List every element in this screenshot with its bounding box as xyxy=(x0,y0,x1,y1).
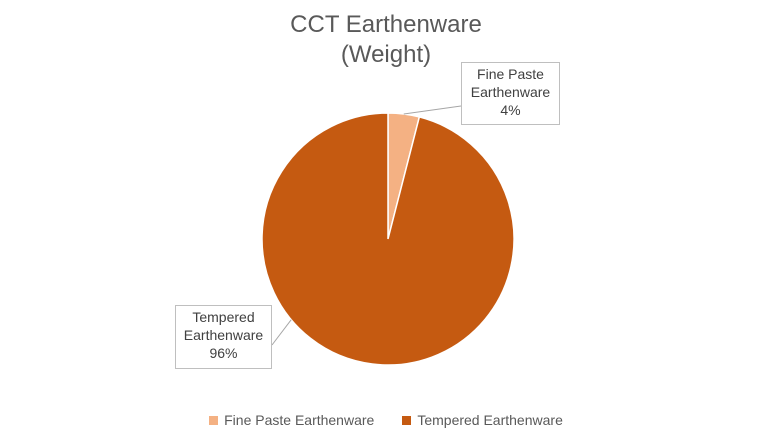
data-label-tempered-name-1: Tempered xyxy=(192,309,255,325)
leader-line-tempered xyxy=(271,319,292,346)
data-label-fine-paste: Fine Paste Earthenware 4% xyxy=(461,62,560,125)
legend-item-tempered: Tempered Earthenware xyxy=(402,412,563,428)
chart-title-line-1: CCT Earthenware xyxy=(290,11,482,38)
legend: Fine Paste Earthenware Tempered Earthenw… xyxy=(0,412,772,428)
data-label-fine-paste-value: 4% xyxy=(500,102,521,118)
data-label-tempered-name-2: Earthenware xyxy=(183,327,264,343)
chart-title-line-2: (Weight) xyxy=(340,41,432,68)
legend-label-fine-paste: Fine Paste Earthenware xyxy=(224,412,375,428)
legend-item-fine-paste: Fine Paste Earthenware xyxy=(209,412,374,428)
data-label-tempered-value: 96% xyxy=(209,345,238,361)
legend-swatch-fine-paste xyxy=(209,415,219,425)
data-label-fine-paste-name-1: Fine Paste xyxy=(477,66,544,82)
legend-swatch-tempered xyxy=(402,415,412,425)
data-label-tempered: Tempered Earthenware 96% xyxy=(175,305,272,369)
pie-slice-tempered-earthenware xyxy=(261,112,515,366)
leader-line-fine-paste xyxy=(403,105,462,115)
legend-label-tempered: Tempered Earthenware xyxy=(417,412,563,428)
data-label-fine-paste-name-2: Earthenware xyxy=(470,84,551,100)
